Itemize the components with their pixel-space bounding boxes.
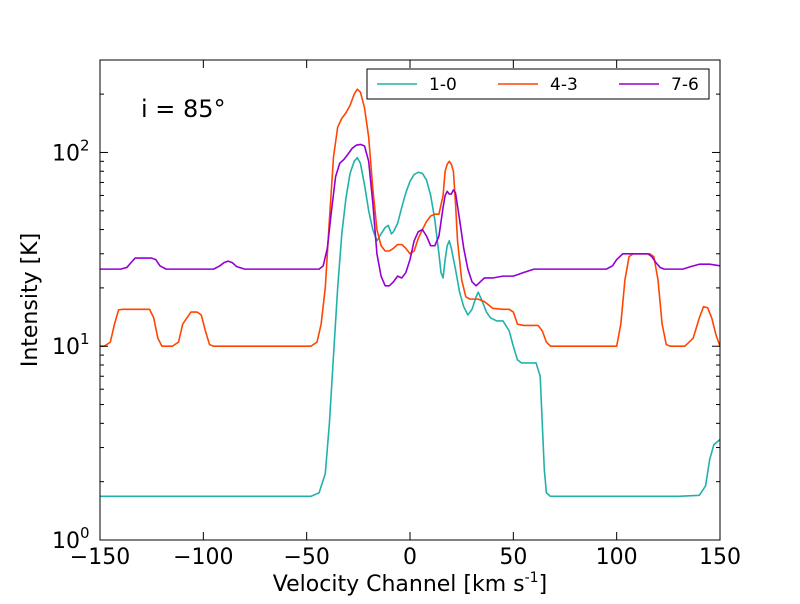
annotation-inclination: i = 85° [141,95,226,123]
y-tick-label: 102 [52,136,90,166]
x-tick-label: 0 [403,545,417,570]
x-tick-label: −150 [70,545,130,570]
x-tick-label: 150 [699,545,741,570]
series-line-7-6 [100,143,720,287]
legend-label-4-3: 4-3 [550,75,578,95]
legend-label-1-0: 1-0 [429,75,457,95]
legend-label-7-6: 7-6 [671,75,699,95]
x-tick-label: −100 [173,545,233,570]
y-tick-label: 100 [52,524,90,554]
legend: 1-0 4-3 7-6 [366,68,710,100]
y-tick-label: 101 [52,330,90,360]
x-tick-label: −50 [283,545,329,570]
y-axis-label: Intensity [K] [18,233,43,367]
series-layer [100,88,720,498]
series-line-4-3 [100,88,720,348]
x-axis-label: Velocity Channel [km s-1] [273,570,547,597]
tick-layer: −150 −100 −50 0 50 100 150 100 101 102 [52,59,741,570]
x-tick-label: 50 [499,545,527,570]
plot-frame [99,59,721,541]
series-line-1-0 [100,156,720,498]
x-tick-label: 100 [596,545,638,570]
